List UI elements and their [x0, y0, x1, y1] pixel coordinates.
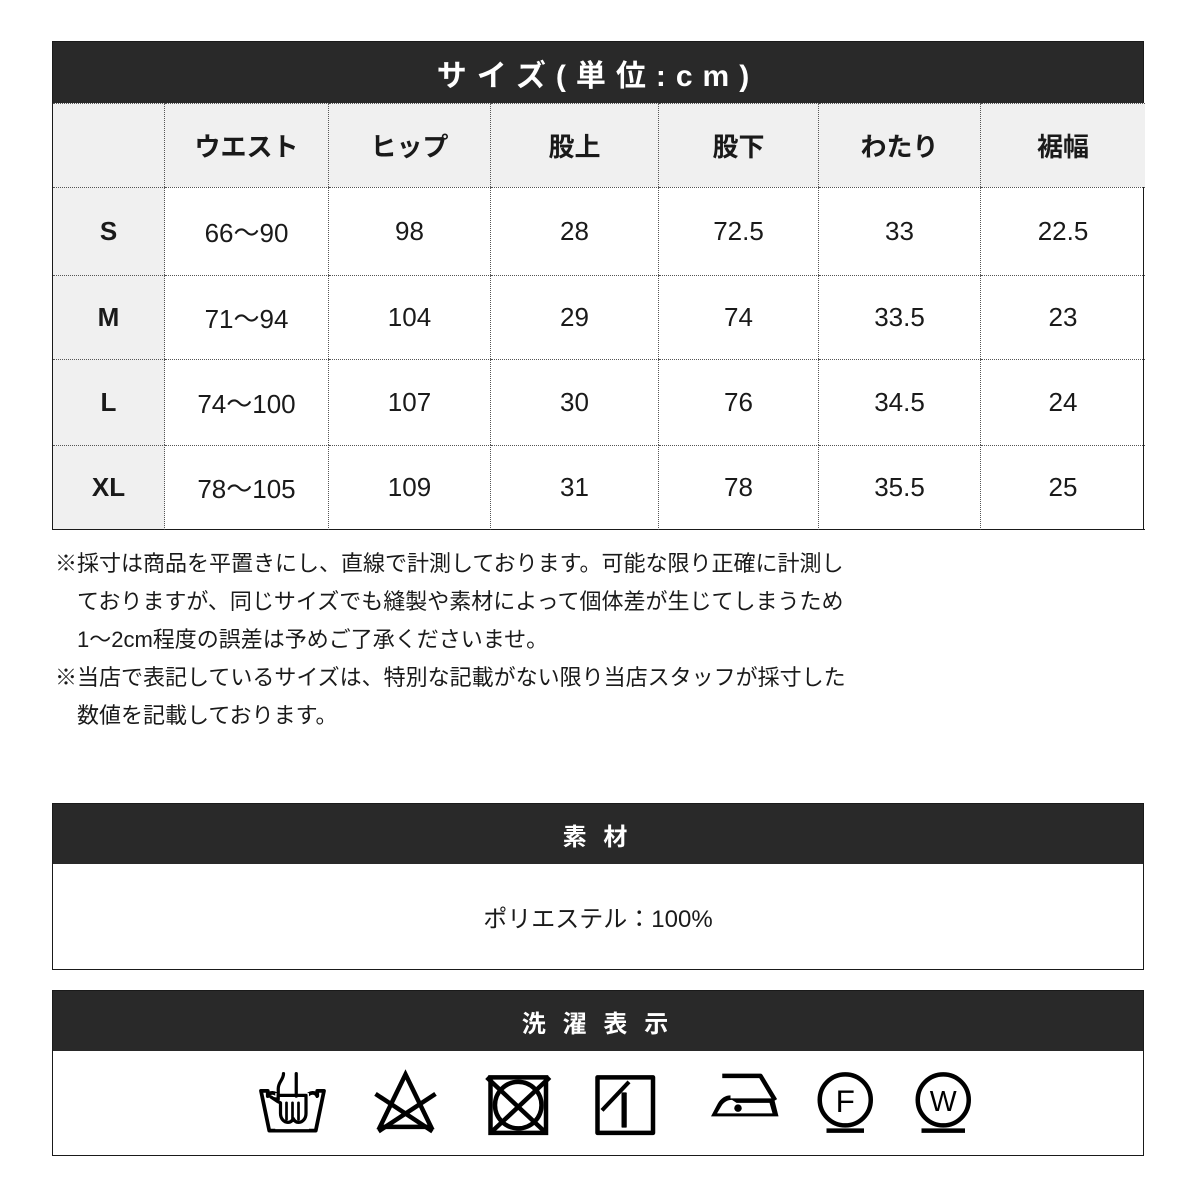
- svg-text:W: W: [929, 1086, 956, 1118]
- svg-text:F: F: [835, 1083, 854, 1119]
